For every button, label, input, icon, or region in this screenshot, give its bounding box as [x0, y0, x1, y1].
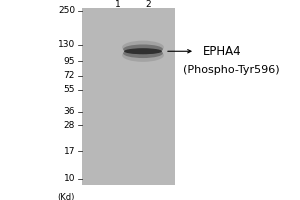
- Text: EPHA4: EPHA4: [203, 45, 242, 58]
- Ellipse shape: [123, 48, 163, 58]
- Text: 2: 2: [145, 0, 151, 9]
- Text: (Kd): (Kd): [58, 193, 75, 200]
- Text: 72: 72: [64, 71, 75, 80]
- Ellipse shape: [122, 49, 164, 62]
- Text: 250: 250: [58, 6, 75, 15]
- Text: 95: 95: [64, 57, 75, 66]
- Ellipse shape: [123, 44, 163, 54]
- Ellipse shape: [122, 41, 164, 54]
- Ellipse shape: [124, 48, 162, 54]
- Text: 17: 17: [64, 147, 75, 156]
- Bar: [82, 8, 175, 185]
- Text: 36: 36: [64, 107, 75, 116]
- Text: 28: 28: [64, 121, 75, 130]
- Text: 55: 55: [64, 85, 75, 94]
- Text: (Phospho-Tyr596): (Phospho-Tyr596): [183, 65, 280, 75]
- Text: 1: 1: [115, 0, 121, 9]
- Text: 130: 130: [58, 40, 75, 49]
- Text: 10: 10: [64, 174, 75, 183]
